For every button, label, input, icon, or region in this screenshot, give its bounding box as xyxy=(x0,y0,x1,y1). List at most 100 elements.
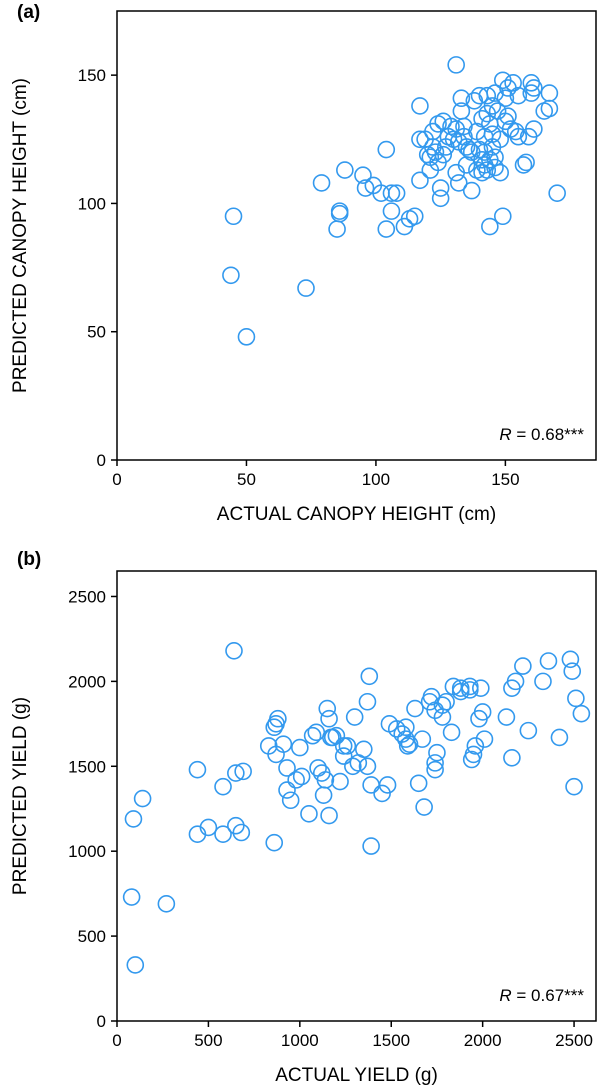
data-point xyxy=(572,704,591,723)
data-point xyxy=(387,184,406,202)
data-point xyxy=(405,207,424,226)
data-point xyxy=(314,786,333,804)
data-point xyxy=(269,709,287,728)
data-point xyxy=(434,145,453,164)
data-point xyxy=(478,161,497,179)
data-point xyxy=(122,888,141,906)
data-point xyxy=(517,153,535,172)
data-point xyxy=(320,709,338,728)
data-point xyxy=(525,120,543,138)
x-tick-label: 1500 xyxy=(372,1031,410,1050)
data-point xyxy=(539,652,558,670)
data-point xyxy=(362,776,380,794)
data-point xyxy=(431,189,450,208)
panel-label-a: (a) xyxy=(17,2,41,23)
data-point xyxy=(382,184,401,202)
x-tick-label: 150 xyxy=(491,470,519,489)
data-point xyxy=(415,798,433,816)
data-point xyxy=(316,771,335,789)
data-point xyxy=(481,217,499,236)
x-tick-label: 0 xyxy=(112,1031,121,1050)
data-point xyxy=(338,737,357,755)
data-point xyxy=(265,718,284,737)
data-point xyxy=(449,174,468,192)
y-axis-label: PREDICTED YIELD (g) xyxy=(10,697,31,895)
data-point xyxy=(509,127,528,146)
data-point xyxy=(265,833,284,852)
x-tick-label: 1000 xyxy=(281,1031,319,1050)
data-point xyxy=(514,657,532,675)
data-point xyxy=(431,179,450,197)
data-point xyxy=(330,204,349,223)
x-tick-label: 500 xyxy=(194,1031,222,1050)
y-tick-label: 50 xyxy=(87,323,106,342)
data-point xyxy=(355,740,373,759)
data-point xyxy=(331,772,349,791)
data-point xyxy=(356,179,375,197)
data-point xyxy=(413,730,432,748)
y-tick-label: 2000 xyxy=(68,672,106,691)
data-point xyxy=(373,784,391,803)
data-point xyxy=(214,777,232,796)
data-point xyxy=(336,161,354,179)
data-point xyxy=(486,148,504,167)
data-point xyxy=(483,97,502,115)
data-point xyxy=(563,662,582,680)
data-point xyxy=(360,667,379,686)
data-point xyxy=(561,650,580,669)
data-point xyxy=(486,84,504,102)
data-point xyxy=(497,708,516,726)
scatter-chart-yield: 0 500 1000 1500 2000 2500 0 500 1000 1500 2000 2500… xyxy=(10,570,597,1086)
data-point xyxy=(126,956,145,974)
scatter-chart-canopy-height: 0 50 100 150 0 50 100 150 ACTUAL CANOPY HEIGHT (… xyxy=(10,10,597,525)
data-point xyxy=(473,703,492,721)
data-point xyxy=(462,181,481,200)
data-point xyxy=(377,140,396,159)
data-point xyxy=(433,696,452,714)
y-tick-label: 500 xyxy=(78,927,106,946)
data-point xyxy=(291,738,309,757)
data-point xyxy=(345,708,364,726)
data-point xyxy=(133,789,152,808)
data-point xyxy=(491,130,510,149)
data-point xyxy=(455,117,473,136)
data-point xyxy=(318,699,337,718)
plot-frame xyxy=(116,570,597,1022)
data-point xyxy=(234,762,252,781)
data-point xyxy=(224,207,243,226)
data-point xyxy=(344,757,362,776)
data-point xyxy=(465,92,484,110)
data-point xyxy=(452,89,471,108)
data-point xyxy=(447,56,465,74)
data-point xyxy=(426,143,445,161)
data-point xyxy=(411,97,429,115)
data-point xyxy=(358,692,377,711)
data-point xyxy=(514,156,533,174)
data-point xyxy=(354,166,372,185)
data-point xyxy=(377,220,396,238)
data-point xyxy=(157,895,176,913)
data-point xyxy=(398,737,417,755)
data-point xyxy=(387,720,406,738)
data-point xyxy=(297,279,315,297)
plot-frame xyxy=(116,10,597,461)
data-point xyxy=(292,767,311,786)
data-point xyxy=(504,74,522,92)
data-point xyxy=(309,759,327,777)
data-point xyxy=(411,130,429,149)
data-point xyxy=(437,692,455,711)
data-point xyxy=(300,805,318,823)
data-point xyxy=(503,748,521,767)
data-point xyxy=(378,776,397,794)
y-tick-label: 0 xyxy=(97,451,106,470)
data-point xyxy=(188,760,207,779)
data-point xyxy=(397,718,415,737)
data-point xyxy=(411,171,429,190)
data-point xyxy=(493,207,512,226)
data-point xyxy=(455,127,473,146)
data-point xyxy=(499,107,517,125)
data-point xyxy=(461,677,479,696)
data-point xyxy=(312,174,331,192)
y-tick-label: 1000 xyxy=(68,842,106,861)
data-point xyxy=(540,99,559,118)
